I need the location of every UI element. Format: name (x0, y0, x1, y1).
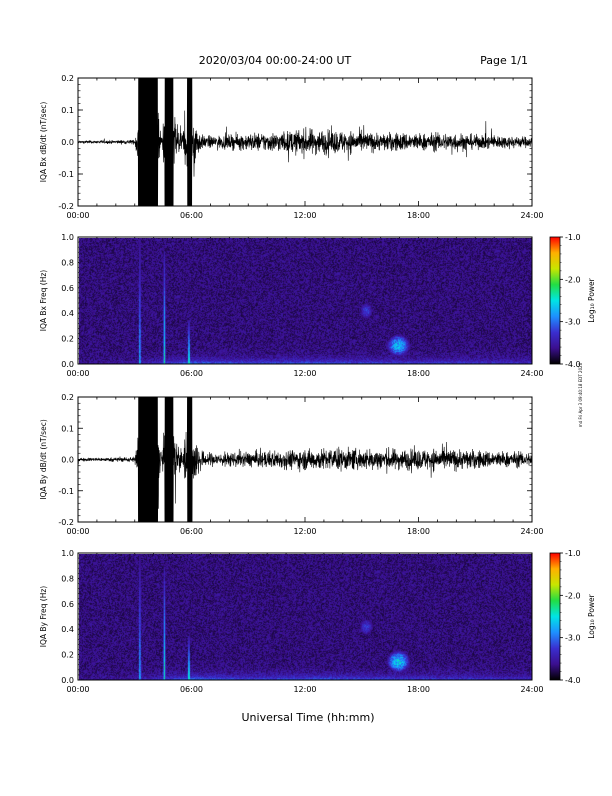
date-range-header: 2020/03/04 00:00-24:00 UT (199, 54, 352, 67)
y-axis-label: IQA Bx Freq (Hz) (39, 270, 48, 332)
colorbar-scale (549, 552, 561, 681)
colorbar-label: Log₁₀ Power (587, 593, 596, 638)
spectrogram-canvas-4 (78, 553, 532, 680)
y-tick-label: 1.0 (61, 233, 74, 242)
panel-4-frame-top (77, 552, 533, 681)
page-indicator: Page 1/1 (480, 54, 528, 67)
panels-container: 00:00 06:00 12:00 18:00 24:00 -0.2 -0.1 0.0 0.1 0… (39, 74, 596, 694)
y-tick-label: 0.2 (61, 335, 74, 344)
y-tick-label: 0.2 (61, 393, 74, 402)
x-tick-label: 00:00 (66, 527, 89, 536)
x-tick-label: 18:00 (407, 685, 430, 694)
y-tick-label: -0.2 (58, 518, 74, 527)
x-tick-label: 18:00 (407, 527, 430, 536)
x-tick-label: 24:00 (520, 369, 543, 378)
x-tick-label: 12:00 (293, 211, 316, 220)
side-timestamp: md Fri Apr 3 09:40:18 EDT 2020 (578, 362, 583, 427)
y-tick-label: 0.8 (61, 258, 74, 267)
y-tick-label: 0.2 (61, 74, 74, 83)
signal-trace-1 (77, 78, 533, 206)
x-tick-label: 24:00 (520, 211, 543, 220)
y-tick-label: -0.1 (58, 170, 74, 179)
y-axis-label: IQA By dB/dt (nT/sec) (39, 419, 48, 500)
panel-3: 00:00 06:00 12:00 18:00 24:00 -0.2 -0.1 0.0 0.1 0… (39, 393, 544, 536)
x-axis-title: Universal Time (hh:mm) (242, 711, 375, 724)
y-tick-label: -0.2 (58, 202, 74, 211)
y-tick-label: 0.8 (61, 574, 74, 583)
colorbar-4: -1.0 -2.0 -3.0 -4.0 Log₁₀ Power (549, 549, 596, 685)
x-tick-label: 06:00 (180, 685, 203, 694)
x-tick-label: 06:00 (180, 527, 203, 536)
signal-trace-3 (77, 397, 533, 522)
colorbar-2: -1.0 -2.0 -3.0 -4.0 Log₁₀ Power (549, 233, 596, 369)
y-axis-label: IQA Bx dB/dt (nT/sec) (39, 102, 48, 183)
y-tick-label: 0.4 (61, 625, 74, 634)
colorbar-tick-label: -4.0 (565, 676, 581, 685)
colorbar-label: Log₁₀ Power (587, 277, 596, 322)
x-tick-label: 00:00 (66, 211, 89, 220)
x-tick-label: 18:00 (407, 211, 430, 220)
spectrogram-4 (78, 553, 532, 680)
x-tick-label: 06:00 (180, 369, 203, 378)
y-tick-label: 0.0 (61, 360, 74, 369)
x-tick-label: 00:00 (66, 369, 89, 378)
colorbar-tick-label: -1.0 (565, 233, 581, 242)
colorbar-tick-label: -4.0 (565, 360, 581, 369)
y-axis-label: IQA By Freq (Hz) (39, 586, 48, 648)
panel-1: 00:00 06:00 12:00 18:00 24:00 -0.2 -0.1 0.0 0.1 0… (39, 74, 544, 220)
y-tick-label: 0.0 (61, 456, 74, 465)
spectrogram-canvas-2 (78, 237, 532, 364)
y-tick-label: 0.0 (61, 676, 74, 685)
colorbar-tick-label: -3.0 (565, 634, 581, 643)
y-tick-label: 0.6 (61, 600, 74, 609)
x-tick-label: 12:00 (293, 369, 316, 378)
colorbar-tick-label: -3.0 (565, 318, 581, 327)
spectrogram-2 (78, 237, 532, 364)
x-tick-label: 12:00 (293, 527, 316, 536)
y-tick-label: 0.0 (61, 138, 74, 147)
y-tick-label: -0.1 (58, 487, 74, 496)
x-tick-label: 12:00 (293, 685, 316, 694)
x-tick-label: 24:00 (520, 527, 543, 536)
x-tick-label: 18:00 (407, 369, 430, 378)
panel-2-frame-top (77, 236, 533, 365)
panel-4: 00:00 06:00 12:00 18:00 24:00 0.0 0.2 0.4 0.6 0.8… (39, 549, 544, 694)
y-tick-label: 0.6 (61, 284, 74, 293)
colorbar-tick-label: -2.0 (565, 591, 581, 600)
y-tick-label: 0.1 (61, 106, 74, 115)
colorbar-tick-label: -1.0 (565, 549, 581, 558)
x-tick-label: 06:00 (180, 211, 203, 220)
colorbar-scale (549, 236, 561, 365)
y-tick-label: 0.4 (61, 309, 74, 318)
y-tick-label: 0.2 (61, 651, 74, 660)
x-tick-label: 00:00 (66, 685, 89, 694)
x-tick-label: 24:00 (520, 685, 543, 694)
y-tick-label: 1.0 (61, 549, 74, 558)
y-tick-label: 0.1 (61, 424, 74, 433)
panel-2: 00:00 06:00 12:00 18:00 24:00 0.0 0.2 0.4 0.6 0.8… (39, 233, 544, 378)
colorbar-tick-label: -2.0 (565, 275, 581, 284)
